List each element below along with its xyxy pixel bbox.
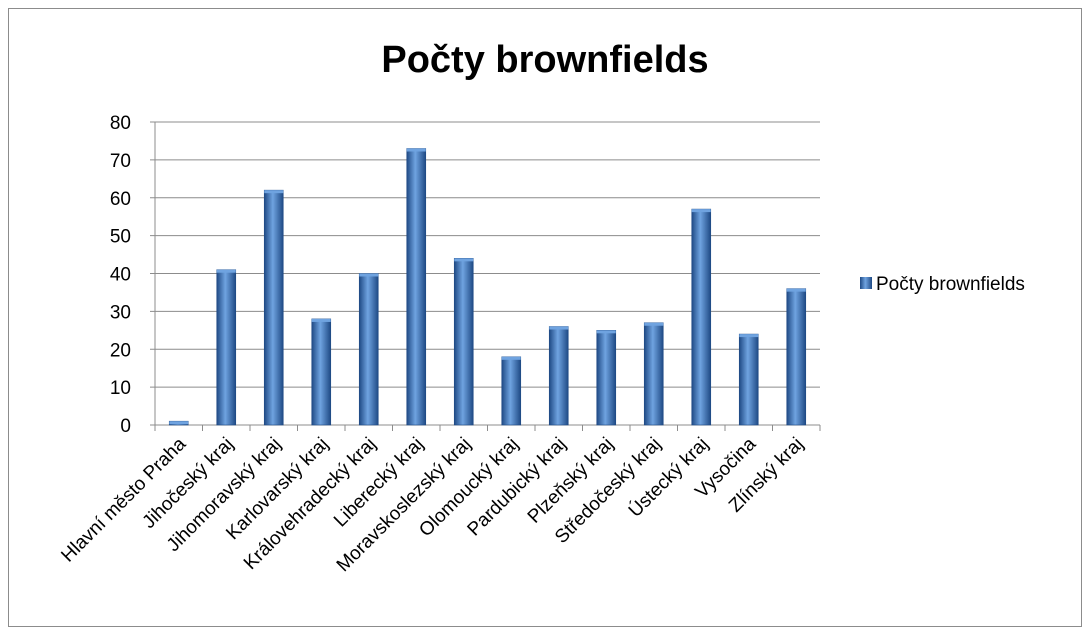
y-tick-label: 80 bbox=[110, 113, 131, 134]
bar bbox=[786, 288, 807, 426]
bar bbox=[311, 318, 332, 426]
legend: Počty brownfields bbox=[860, 274, 1025, 295]
chart-title: Počty brownfields bbox=[381, 39, 709, 81]
bar-body bbox=[216, 269, 237, 426]
bar-cap bbox=[786, 288, 806, 292]
bar bbox=[168, 420, 189, 426]
bar-body bbox=[406, 148, 427, 426]
bar bbox=[358, 273, 379, 426]
legend-label: Počty brownfields bbox=[876, 274, 1025, 295]
y-tick-label: 10 bbox=[110, 378, 131, 399]
bar bbox=[548, 326, 569, 426]
bar bbox=[406, 148, 427, 426]
bar-body bbox=[548, 326, 569, 426]
bar-cap bbox=[169, 421, 189, 425]
bar-cap bbox=[691, 209, 711, 213]
bar bbox=[738, 333, 759, 426]
gridlines bbox=[150, 121, 820, 426]
bar-body bbox=[643, 322, 664, 426]
bar-body bbox=[311, 318, 332, 426]
y-tick-label: 50 bbox=[110, 227, 131, 248]
bar-body bbox=[691, 208, 712, 426]
bar-body bbox=[453, 258, 474, 426]
bar-cap bbox=[454, 258, 474, 262]
bar bbox=[216, 269, 237, 426]
y-tick-label: 60 bbox=[110, 189, 131, 210]
bar-cap bbox=[501, 356, 521, 360]
bar bbox=[596, 330, 617, 426]
bar-body bbox=[786, 288, 807, 426]
legend-swatch bbox=[860, 277, 872, 289]
bar bbox=[263, 189, 284, 426]
bar bbox=[453, 258, 474, 426]
y-tick-label: 70 bbox=[110, 151, 131, 172]
bar-cap bbox=[264, 190, 284, 194]
bar-cap bbox=[644, 322, 664, 326]
bar-body bbox=[358, 273, 379, 426]
bar-cap bbox=[739, 334, 759, 338]
chart-frame: Počty brownfields bbox=[8, 8, 1082, 627]
axes bbox=[154, 122, 821, 431]
y-tick-label: 0 bbox=[120, 416, 131, 437]
bar-cap bbox=[549, 326, 569, 330]
bar-cap bbox=[596, 330, 616, 334]
bar bbox=[501, 356, 522, 426]
bar-cap bbox=[406, 148, 426, 152]
bar-body bbox=[501, 356, 522, 426]
bar-body bbox=[738, 333, 759, 426]
bar-cap bbox=[311, 318, 331, 322]
bar bbox=[691, 208, 712, 426]
bar bbox=[643, 322, 664, 426]
y-tick-labels: 0 10 20 30 40 50 60 70 80 bbox=[110, 113, 131, 437]
y-tick-label: 30 bbox=[110, 302, 131, 323]
bar-body bbox=[263, 189, 284, 426]
bar-body bbox=[596, 330, 617, 426]
y-tick-label: 20 bbox=[110, 340, 131, 361]
bar-cap bbox=[216, 269, 236, 273]
bar-cap bbox=[359, 273, 379, 277]
bars bbox=[168, 148, 807, 426]
y-tick-label: 40 bbox=[110, 265, 131, 286]
